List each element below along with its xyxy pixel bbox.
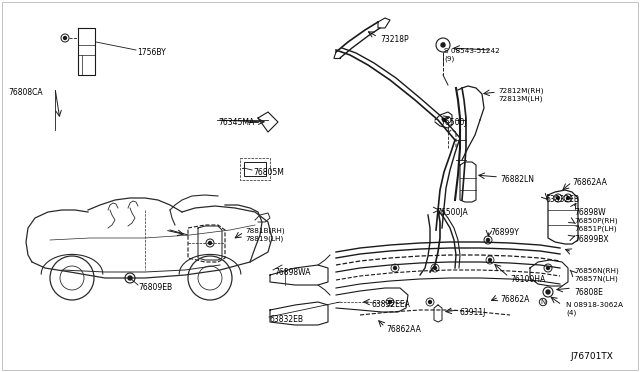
Text: 76862AA: 76862AA bbox=[386, 325, 421, 334]
Text: 76882LN: 76882LN bbox=[500, 175, 534, 184]
Text: 76899BX: 76899BX bbox=[574, 235, 609, 244]
Circle shape bbox=[433, 266, 436, 269]
Text: N 08918-3062A
(4): N 08918-3062A (4) bbox=[566, 302, 623, 315]
Circle shape bbox=[209, 241, 211, 244]
Text: 73218P: 73218P bbox=[380, 35, 408, 44]
Bar bbox=[240, 158, 270, 180]
Text: 76500J: 76500J bbox=[440, 118, 467, 127]
Circle shape bbox=[388, 301, 392, 304]
Circle shape bbox=[546, 290, 550, 294]
Text: 1756BY: 1756BY bbox=[137, 48, 166, 57]
Text: 63911J: 63911J bbox=[460, 308, 486, 317]
Text: 76500JA: 76500JA bbox=[436, 208, 468, 217]
Circle shape bbox=[488, 259, 492, 262]
Text: 76805M: 76805M bbox=[253, 168, 284, 177]
Text: 76100HA: 76100HA bbox=[510, 275, 545, 284]
Text: S: S bbox=[441, 42, 445, 48]
Text: 76809EB: 76809EB bbox=[138, 283, 172, 292]
Text: 76898WA: 76898WA bbox=[274, 268, 310, 277]
Text: 76808CA: 76808CA bbox=[8, 88, 43, 97]
Circle shape bbox=[63, 36, 67, 39]
Circle shape bbox=[441, 43, 445, 47]
Text: 76862A: 76862A bbox=[500, 295, 529, 304]
Bar bbox=[244, 162, 266, 176]
Circle shape bbox=[128, 276, 132, 280]
Text: 76345MA: 76345MA bbox=[218, 118, 254, 127]
Text: S 08543-51242
(9): S 08543-51242 (9) bbox=[444, 48, 500, 61]
Text: J76701TX: J76701TX bbox=[570, 352, 613, 361]
Text: N: N bbox=[540, 299, 546, 305]
Text: 63832EB: 63832EB bbox=[270, 315, 304, 324]
Circle shape bbox=[566, 196, 570, 199]
Circle shape bbox=[547, 266, 550, 269]
Text: 63832EB: 63832EB bbox=[546, 195, 580, 204]
Circle shape bbox=[557, 196, 559, 199]
Text: 76898W: 76898W bbox=[574, 208, 605, 217]
Circle shape bbox=[442, 119, 445, 122]
Text: 76850P(RH)
76851P(LH): 76850P(RH) 76851P(LH) bbox=[574, 218, 618, 232]
Circle shape bbox=[486, 238, 490, 241]
Text: 72812M(RH)
72813M(LH): 72812M(RH) 72813M(LH) bbox=[498, 88, 543, 102]
Circle shape bbox=[429, 301, 431, 304]
Text: 76808E: 76808E bbox=[574, 288, 603, 297]
Text: 7881B(RH)
78819(LH): 7881B(RH) 78819(LH) bbox=[245, 228, 285, 242]
Circle shape bbox=[394, 266, 397, 269]
Text: 63832EEA: 63832EEA bbox=[372, 300, 411, 309]
Text: 76899Y: 76899Y bbox=[490, 228, 519, 237]
Text: 76856N(RH)
76857N(LH): 76856N(RH) 76857N(LH) bbox=[574, 268, 619, 282]
Text: 76862AA: 76862AA bbox=[572, 178, 607, 187]
